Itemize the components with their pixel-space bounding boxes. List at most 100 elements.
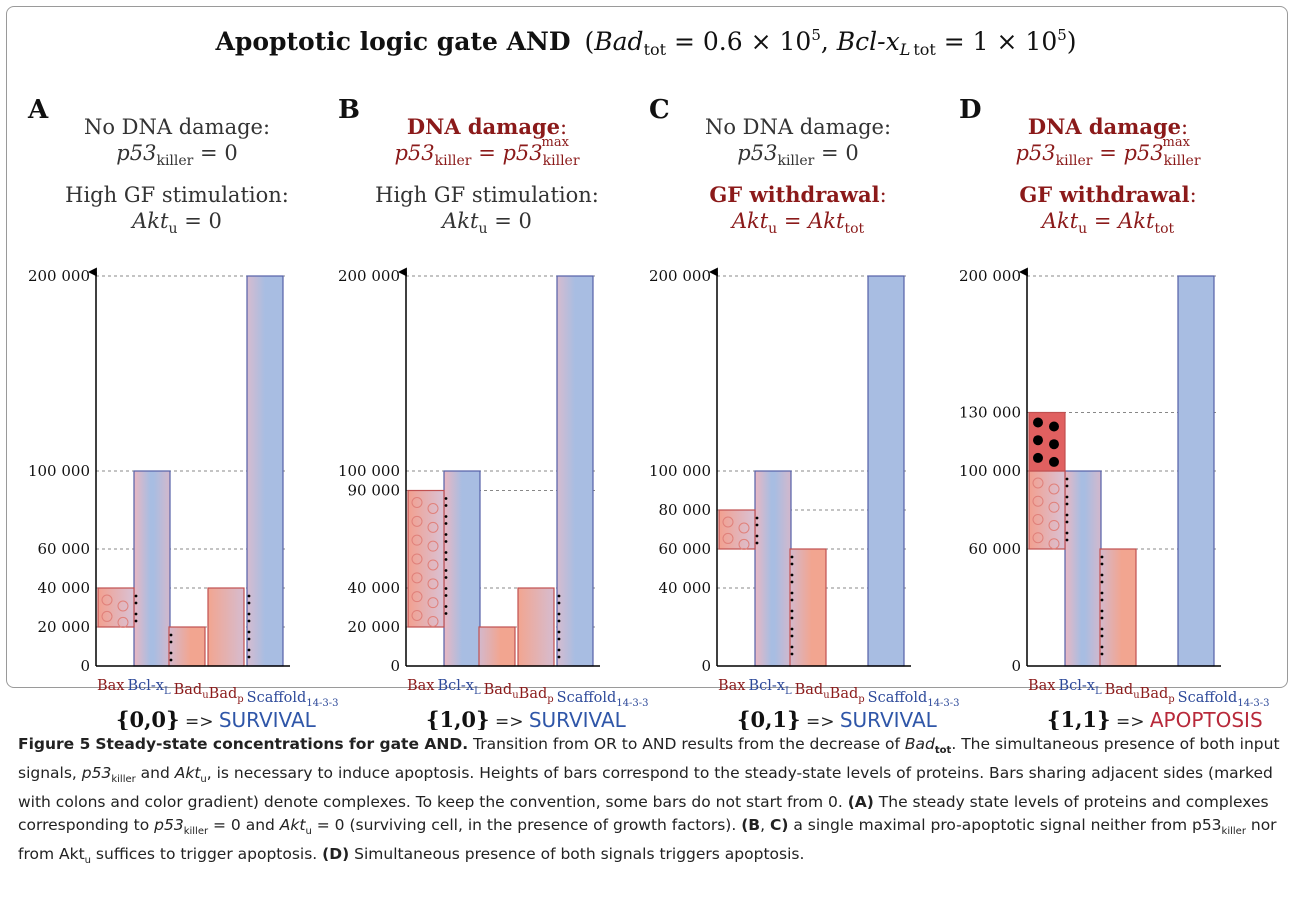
- result-line: {0,0} => SURVIVAL: [116, 707, 317, 730]
- condition-2-label: High GF stimulation:: [375, 183, 599, 207]
- y-tick-label: 20 000: [38, 618, 91, 636]
- colon-dot: [247, 619, 251, 623]
- colon-dot: [790, 591, 794, 595]
- colon-dot: [134, 612, 138, 616]
- condition-1-label: No DNA damage:: [84, 115, 270, 139]
- eq-sub: killer: [1056, 153, 1093, 169]
- y-tick-label: 80 000: [659, 501, 712, 519]
- colon-dot: [755, 541, 759, 545]
- bax-circle: [1032, 532, 1044, 544]
- colon-dot: [790, 627, 794, 631]
- colon-dot: [444, 576, 448, 579]
- bax-free-dot: [1049, 439, 1059, 450]
- bax-circle: [427, 521, 439, 533]
- bax-circle: [1032, 495, 1044, 507]
- bax-circle: [411, 553, 423, 565]
- result-line: {1,1} => APOPTOSIS: [1047, 707, 1263, 730]
- title-bcl-value: = 1 × 10: [936, 27, 1057, 56]
- condition-1-label: DNA damage:: [1028, 114, 1188, 139]
- title-bcl-exp: 5: [1057, 26, 1067, 44]
- result-input: {1,0}: [426, 707, 490, 730]
- x-label-sub: p: [237, 694, 243, 705]
- result-input: {0,0}: [116, 707, 180, 730]
- title-bcl-sub-l: L: [899, 40, 911, 59]
- result-outcome: SURVIVAL: [219, 708, 317, 730]
- colon-dot: [557, 655, 561, 659]
- bax-circle: [117, 600, 129, 612]
- colon-dot: [790, 598, 794, 602]
- bax-circle: [1048, 483, 1060, 495]
- result-input: {0,1}: [737, 707, 801, 730]
- colon-dot: [444, 569, 448, 572]
- x-label: Scaffold: [1178, 690, 1238, 706]
- bax-circle: [427, 615, 439, 627]
- colon-dot: [1065, 538, 1069, 542]
- x-label-sub: u: [512, 690, 519, 701]
- x-label: Bax: [718, 678, 745, 694]
- result-line: {1,0} => SURVIVAL: [426, 707, 627, 730]
- bax-circle: [427, 503, 439, 514]
- bax-circle: [738, 538, 750, 550]
- eq-sign: =: [472, 141, 503, 165]
- bax-circle: [101, 610, 113, 622]
- colon-dot: [169, 633, 173, 637]
- x-label: Bcl-x: [437, 678, 474, 694]
- x-label-sub: 14-3-3: [306, 698, 338, 709]
- y-tick-label: 100 000: [338, 462, 400, 480]
- caption-text: and: [135, 764, 175, 783]
- caption-text: ,: [760, 816, 770, 835]
- colon-dot: [444, 612, 448, 615]
- bar-bcl-xl: [754, 470, 792, 667]
- caption-text: , is necessary to induce apoptosis. Heig…: [18, 764, 1273, 812]
- x-label-sub: p: [858, 694, 864, 705]
- colon-dot: [1100, 598, 1104, 602]
- colon-dot: [1100, 562, 1104, 566]
- x-axis-labels: Bax Bcl-xL BaduBadp Scaffold14-3-3: [97, 678, 339, 709]
- colon-dot: [557, 630, 561, 634]
- x-label-sub: u: [1133, 690, 1140, 701]
- bar-bcl-xl: [133, 470, 171, 667]
- bax-circle: [427, 559, 439, 571]
- x-axis-labels: Bax Bcl-xL BaduBadp Scaffold14-3-3: [718, 678, 960, 709]
- x-label-sub: L: [164, 686, 171, 697]
- condition-2-equation: Aktu = Akttot: [1040, 209, 1175, 237]
- bax-circle: [411, 609, 423, 621]
- x-label: Bcl-x: [127, 678, 164, 694]
- colon-dot: [557, 601, 561, 605]
- result-arrow: =>: [801, 712, 840, 730]
- caption-u-sub: u: [200, 774, 207, 786]
- condition-1-equation: p53killer = p53killermax: [394, 135, 579, 169]
- result-input: {1,1}: [1047, 707, 1111, 730]
- condition-1-label-text: No DNA damage:: [705, 115, 891, 139]
- colon-dot: [1065, 513, 1069, 517]
- colon-dot: [1100, 573, 1104, 577]
- caption-akt: Akt: [279, 816, 306, 835]
- colon-dot: [1065, 484, 1069, 488]
- colon-dot: [790, 609, 794, 613]
- eq-symbol: p53: [737, 141, 777, 165]
- y-tick-label: 0: [390, 657, 400, 675]
- colon-dot: [247, 612, 251, 616]
- y-tick-label: 40 000: [38, 579, 91, 597]
- caption-u-sub: u: [84, 855, 91, 867]
- bax-free-dot: [1033, 452, 1043, 463]
- caption-label-b: (B: [741, 816, 761, 835]
- x-label-sub: p: [547, 694, 553, 705]
- colon-dot: [790, 652, 794, 656]
- colon-dot: [1100, 652, 1104, 656]
- caption-p53: p53: [154, 816, 184, 835]
- condition-1-label-text: DNA damage: [1028, 114, 1181, 139]
- y-tick-label: 0: [1011, 657, 1021, 675]
- y-tick-label: 40 000: [348, 579, 401, 597]
- bar-bad-u: [789, 548, 827, 667]
- colon-dot: [444, 497, 448, 500]
- caption-label-d: (D): [322, 845, 350, 864]
- condition-1-label-text: No DNA damage:: [84, 115, 270, 139]
- y-tick-label: 100 000: [28, 462, 90, 480]
- y-tick-label: 200 000: [959, 267, 1021, 285]
- condition-1-equation: p53killer = 0: [116, 141, 237, 169]
- condition-2-label-text: GF withdrawal: [709, 182, 879, 207]
- panel-letter: D: [959, 95, 982, 125]
